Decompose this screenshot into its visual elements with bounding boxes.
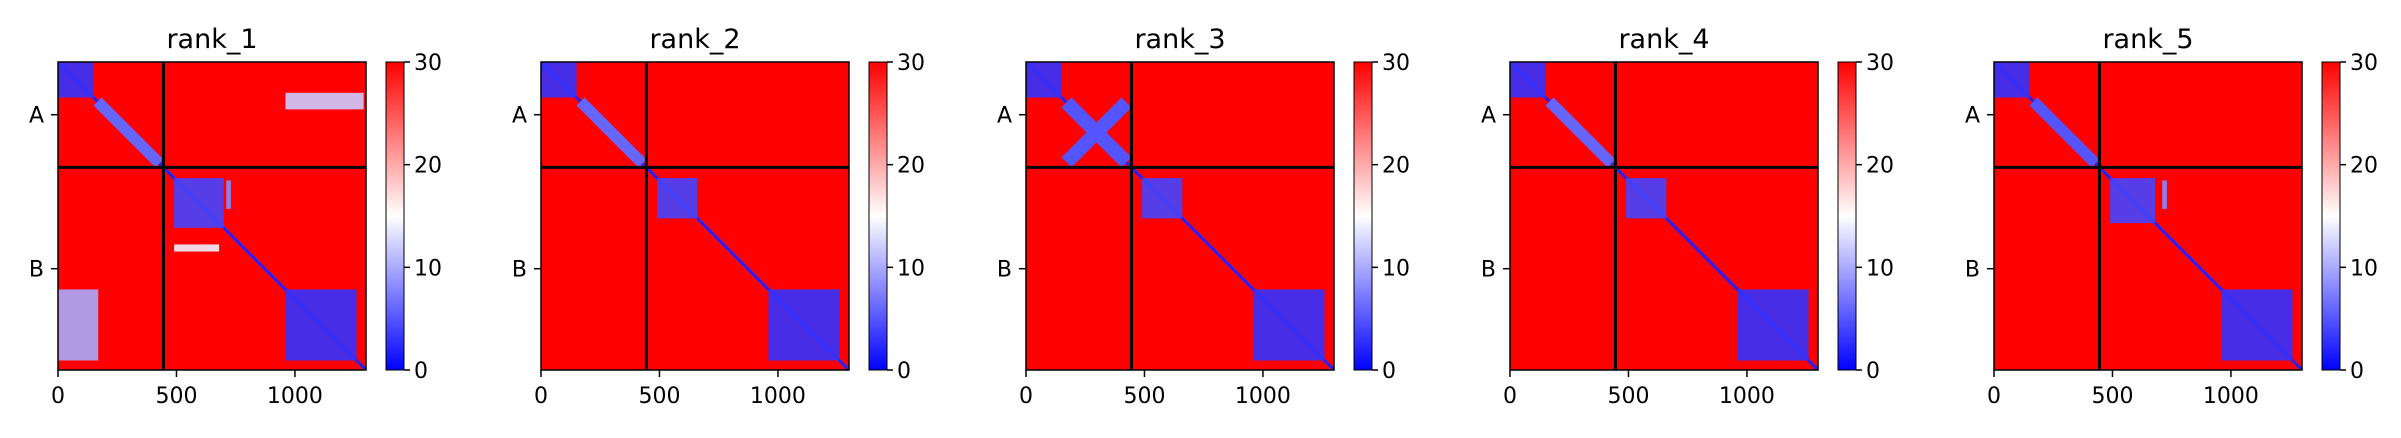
chain-label-A: A [29, 104, 44, 129]
heatmap-cell [1061, 97, 1132, 168]
heatmap-cell [576, 97, 647, 168]
colorbar [868, 61, 888, 371]
heatmap-cell [1142, 178, 1183, 219]
colorbar-tick-label: 0 [2350, 359, 2364, 384]
x-tick-label: 0 [1019, 384, 1033, 409]
colorbar-tick-label: 20 [2350, 154, 2378, 179]
colorbar-tick-label: 0 [1382, 359, 1396, 384]
colorbar [1837, 61, 1857, 371]
heatmap-cell [541, 62, 577, 98]
plot-frame [1993, 61, 2303, 371]
chain-label-B: B [1481, 258, 1496, 283]
heatmap-cell [2162, 180, 2167, 209]
x-tick-label: 0 [1503, 384, 1517, 409]
heatmap-cell [174, 244, 220, 252]
panel-rank_4: rank_4 0 500 1000 A B 0 10 20 30 [1481, 24, 1894, 409]
chain-label-B: B [1965, 258, 1980, 283]
colorbar [2321, 61, 2341, 371]
x-tick-label: 500 [1123, 384, 1165, 409]
panel-title: rank_3 [1134, 24, 1225, 55]
heatmap-cell [93, 97, 164, 168]
heatmap-cell [1737, 289, 1809, 361]
chain-label-A: A [1965, 104, 1980, 129]
colorbar-tick-label: 30 [1382, 51, 1410, 76]
heatmap-cell [1626, 178, 1667, 219]
panel-title: rank_2 [649, 24, 740, 55]
panel-rank_3: rank_3 0 500 1000 A B 0 10 20 30 [997, 24, 1410, 409]
colorbar-tick-label: 0 [1866, 359, 1880, 384]
x-tick-label: 0 [1987, 384, 2001, 409]
chain-label-A: A [512, 104, 527, 129]
heatmap-cell [768, 289, 840, 361]
colorbar-tick-label: 0 [897, 359, 911, 384]
heatmap-cell [2029, 97, 2100, 168]
panel-title: rank_5 [2102, 24, 2193, 55]
x-tick-label: 0 [534, 384, 548, 409]
x-tick-label: 500 [2091, 384, 2133, 409]
heatmap-cell [1994, 62, 2030, 98]
colorbar [1353, 61, 1373, 371]
colorbar-tick-label: 20 [897, 154, 925, 179]
chain-label-A: A [997, 104, 1012, 129]
plot-frame [540, 61, 850, 371]
x-tick-label: 0 [51, 384, 65, 409]
heatmap-cell [285, 289, 357, 361]
heatmap-cell [2110, 178, 2156, 224]
chain-label-B: B [29, 258, 44, 283]
colorbar-tick-label: 30 [414, 51, 442, 76]
heatmap-cell [58, 289, 99, 361]
panel-title: rank_4 [1618, 24, 1709, 55]
heatmap-cell [58, 62, 94, 98]
heatmap-cell [1253, 289, 1325, 361]
panel-rank_1: rank_1 0 500 1000 A B 0 10 20 30 [29, 24, 442, 409]
panel-title: rank_1 [166, 24, 257, 55]
colorbar-tick-label: 10 [897, 256, 925, 281]
panel-rank_5: rank_5 0 500 1000 A B 0 10 20 30 [1965, 24, 2378, 409]
heatmap-cell [226, 180, 231, 209]
colorbar-tick-label: 20 [1382, 154, 1410, 179]
colorbar-tick-label: 10 [2350, 256, 2378, 281]
colorbar-tick-label: 20 [414, 154, 442, 179]
chain-label-B: B [512, 258, 527, 283]
colorbar-tick-label: 0 [414, 359, 428, 384]
x-tick-label: 500 [1607, 384, 1649, 409]
x-tick-label: 500 [638, 384, 680, 409]
colorbar-tick-label: 10 [1382, 256, 1410, 281]
x-tick-label: 1000 [1235, 384, 1291, 409]
heatmap-cell [1545, 97, 1616, 168]
colorbar-tick-label: 30 [897, 51, 925, 76]
colorbar-tick-label: 10 [414, 256, 442, 281]
colorbar-tick-label: 30 [1866, 51, 1894, 76]
heatmap-cell [1510, 62, 1546, 98]
panel-rank_2: rank_2 0 500 1000 A B 0 10 20 30 [512, 24, 925, 409]
x-tick-label: 1000 [1719, 384, 1775, 409]
x-tick-label: 1000 [2203, 384, 2259, 409]
plot-frame [57, 61, 367, 371]
colorbar [385, 61, 405, 371]
colorbar-tick-label: 30 [2350, 51, 2378, 76]
heatmap-cell [174, 178, 224, 228]
x-tick-label: 500 [155, 384, 197, 409]
plot-frame [1025, 61, 1335, 371]
heatmap-cell [285, 92, 364, 110]
chain-label-B: B [997, 258, 1012, 283]
plot-frame [1509, 61, 1819, 371]
x-tick-label: 1000 [750, 384, 806, 409]
heatmap-cell [1026, 62, 1062, 98]
heatmap-cell [2221, 289, 2293, 361]
colorbar-tick-label: 10 [1866, 256, 1894, 281]
chain-label-A: A [1481, 104, 1496, 129]
x-tick-label: 1000 [267, 384, 323, 409]
colorbar-tick-label: 20 [1866, 154, 1894, 179]
heatmap-cell [657, 178, 698, 219]
